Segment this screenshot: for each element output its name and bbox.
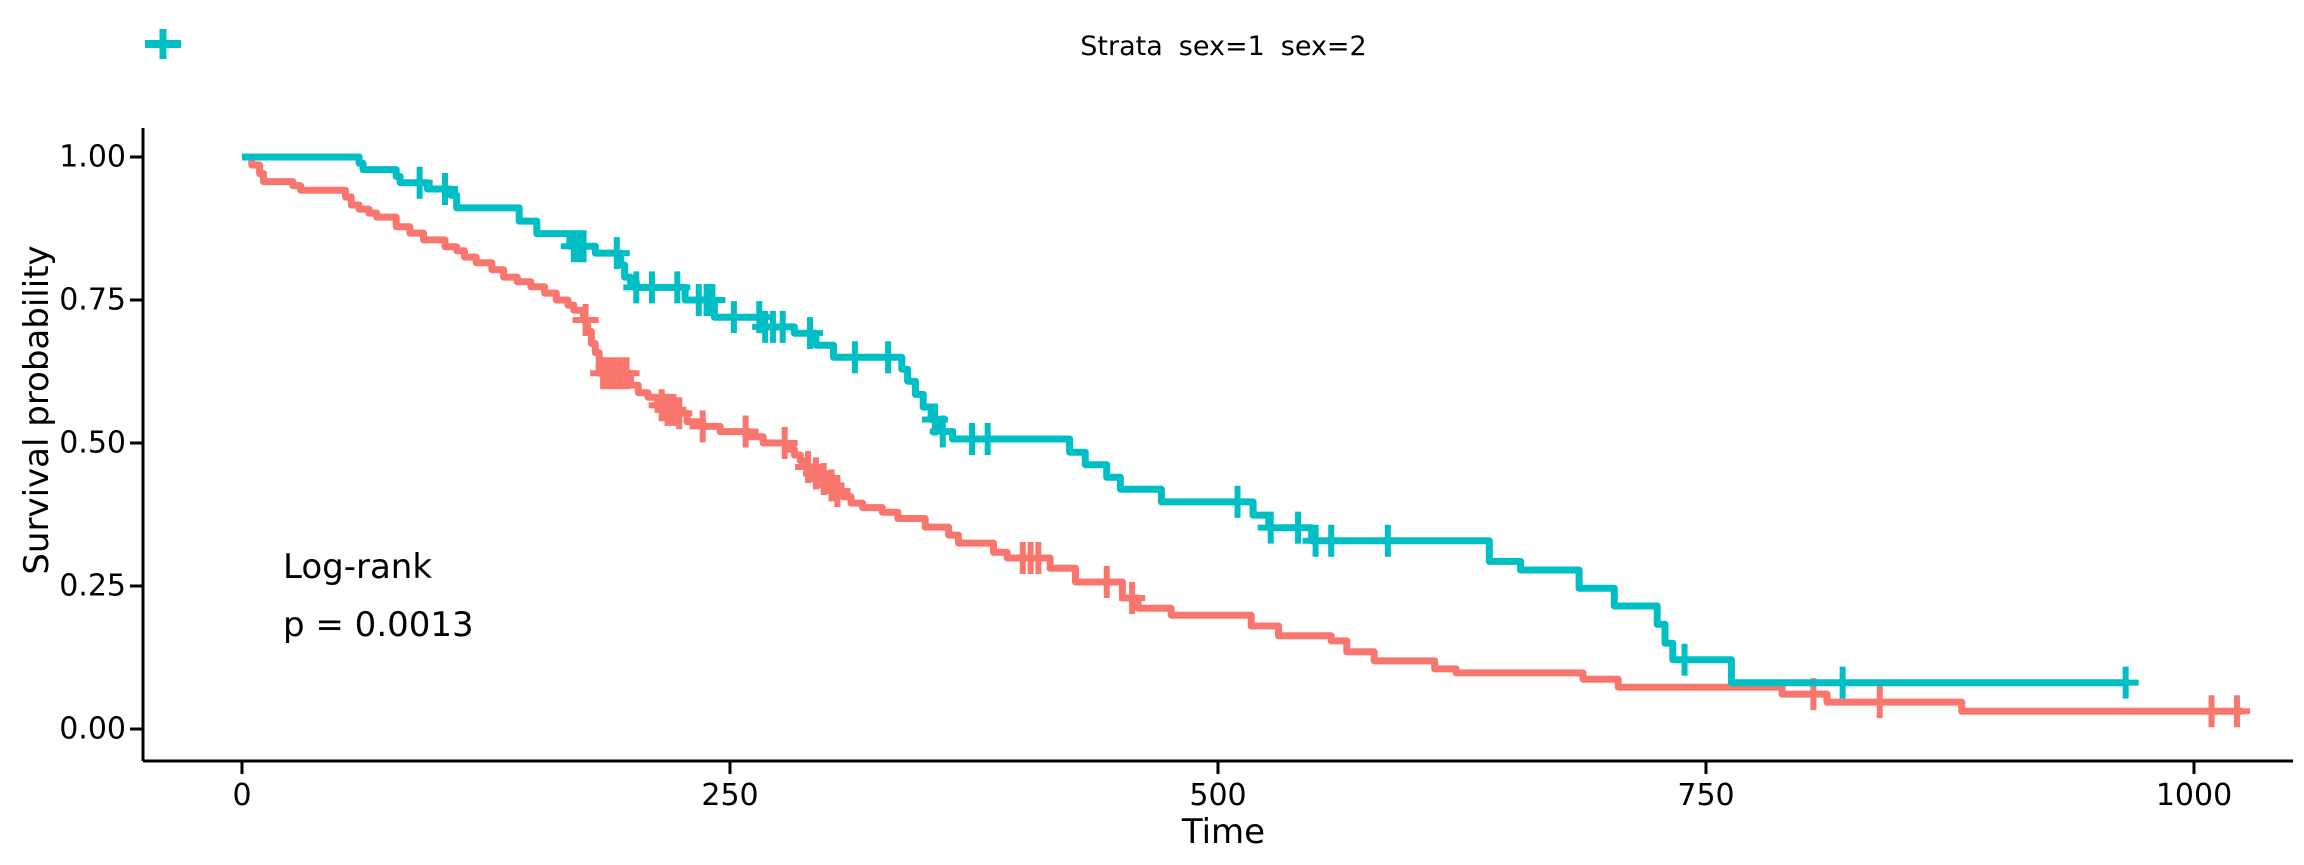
x-tick-label-500: 500: [1189, 778, 1247, 813]
legend-item-sex2: sex=2: [145, 29, 1367, 62]
y-tick-label-0.75: 0.75: [59, 282, 126, 318]
x-axis-title: Time: [1181, 812, 1266, 852]
x-tick-label-250: 250: [701, 778, 759, 813]
y-tick-label-0.25: 0.25: [59, 568, 126, 604]
legend-title: Strata: [1080, 30, 1163, 62]
legend-key-plus-icon: [145, 29, 181, 59]
legend-label-sex1: sex=1: [1178, 30, 1265, 62]
survival-curve-sex=1: [242, 153, 2243, 715]
y-tick-label-1.00: 1.00: [59, 139, 126, 175]
logrank-annotation: Log-rank p = 0.0013: [283, 538, 474, 654]
x-tick-label-1000: 1000: [2155, 778, 2233, 813]
y-tick-label-0.00: 0.00: [59, 711, 126, 747]
legend-item-sex1: sex=1: [145, 29, 1265, 62]
logrank-annotation-line1: Log-rank: [283, 547, 433, 587]
y-tick-label-0.50: 0.50: [59, 425, 126, 461]
legend-label-sex2: sex=2: [1280, 30, 1367, 62]
legend: Strata sex=1 sex=2: [143, 26, 2304, 66]
x-tick-label-750: 750: [1677, 778, 1735, 813]
survival-curve-sex=2: [242, 153, 2126, 687]
logrank-annotation-line2: p = 0.0013: [283, 605, 474, 645]
x-tick-label-0: 0: [232, 778, 252, 813]
